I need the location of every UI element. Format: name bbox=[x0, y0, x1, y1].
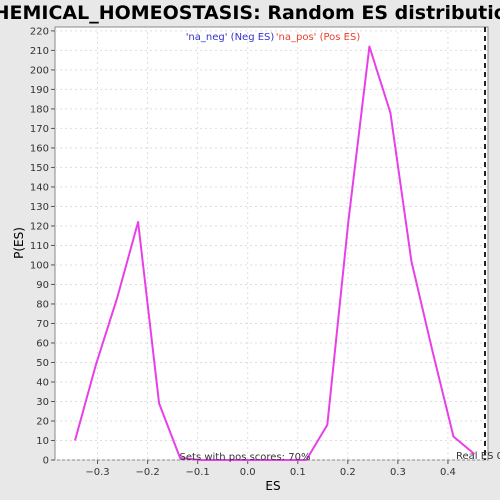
series-line-2 bbox=[74, 45, 476, 461]
y-tick-label: 190 bbox=[30, 85, 49, 96]
x-tick-label: 0.0 bbox=[240, 467, 256, 478]
grid-lines bbox=[55, 27, 488, 461]
x-axis-label: ES bbox=[265, 479, 280, 493]
x-tick-label: 0.3 bbox=[390, 467, 406, 478]
y-tick-label: 150 bbox=[30, 163, 49, 174]
real-es-marker: Real ES 0 bbox=[456, 27, 500, 462]
y-tick-label: 60 bbox=[36, 338, 49, 349]
legend: 'na_neg' (Neg ES) 'na_pos' (Pos ES) bbox=[186, 32, 361, 43]
y-tick-label: 200 bbox=[30, 65, 49, 76]
x-tick-label: −0.1 bbox=[186, 467, 210, 478]
y-tick-label: 160 bbox=[30, 143, 49, 154]
y-tick-label: 50 bbox=[36, 358, 49, 369]
x-tick-label: 0.2 bbox=[340, 467, 356, 478]
y-tick-label: 100 bbox=[30, 260, 49, 271]
x-tick-label: 0.4 bbox=[440, 467, 456, 478]
x-tick-label: −0.2 bbox=[135, 467, 159, 478]
y-tick-label: 90 bbox=[36, 280, 49, 291]
plot-area bbox=[54, 26, 489, 461]
x-tick-label: 0.1 bbox=[290, 467, 306, 478]
y-tick-label: 120 bbox=[30, 221, 49, 232]
y-tick-label: 10 bbox=[36, 436, 49, 447]
y-axis-ticks: 0 10 20 30 40 50 60 70 80 90 100 110 120 130 140 150 160… bbox=[30, 26, 55, 467]
y-tick-label: 210 bbox=[30, 46, 49, 57]
y-tick-label: 70 bbox=[36, 319, 49, 330]
x-axis-ticks: −0.3 −0.2 −0.1 0.0 0.1 0.2 0.3 0.4 bbox=[85, 460, 456, 478]
legend-entry-neg: 'na_neg' (Neg ES) bbox=[186, 32, 275, 43]
y-tick-label: 80 bbox=[36, 299, 49, 310]
y-tick-label: 140 bbox=[30, 182, 49, 193]
x-tick-label: −0.3 bbox=[85, 467, 109, 478]
y-tick-label: 110 bbox=[30, 241, 49, 252]
pos-scores-annotation: Sets with pos scores: 70% bbox=[180, 452, 311, 463]
y-tick-label: 220 bbox=[30, 26, 49, 37]
y-tick-label: 0 bbox=[43, 456, 49, 467]
legend-entry-pos: 'na_pos' (Pos ES) bbox=[276, 32, 361, 43]
y-tick-label: 20 bbox=[36, 416, 49, 427]
y-tick-label: 30 bbox=[36, 397, 49, 408]
y-tick-label: 180 bbox=[30, 104, 49, 115]
y-tick-label: 40 bbox=[36, 377, 49, 388]
real-es-label: Real ES 0 bbox=[456, 451, 500, 462]
y-tick-label: 130 bbox=[30, 202, 49, 213]
series-lines bbox=[74, 45, 476, 461]
y-axis-label: P(ES) bbox=[12, 227, 26, 259]
y-tick-label: 170 bbox=[30, 124, 49, 135]
chart-title: CHEMICAL_HOMEOSTASIS: Random ES distribu… bbox=[0, 2, 500, 24]
